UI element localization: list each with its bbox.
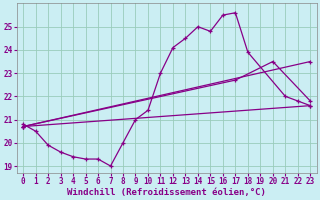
X-axis label: Windchill (Refroidissement éolien,°C): Windchill (Refroidissement éolien,°C) (67, 188, 266, 197)
